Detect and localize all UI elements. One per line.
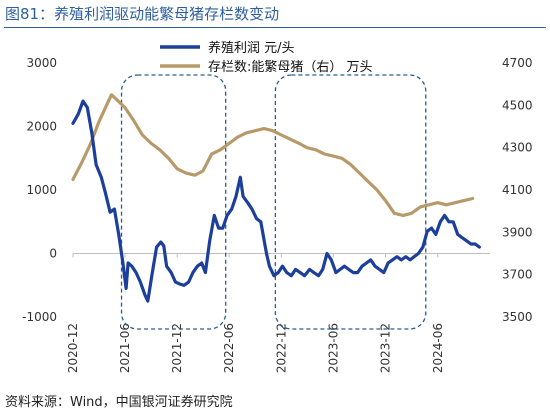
y-right-tick-label: 4100	[502, 183, 533, 197]
y-right-tick-label: 3700	[502, 268, 533, 282]
y-right-tick-label: 4500	[502, 98, 533, 112]
y-right-tick-label: 4300	[502, 141, 533, 155]
y-left-tick-label: 1000	[26, 183, 57, 197]
profit-line	[71, 99, 481, 303]
x-tick-label: 2021-06	[118, 323, 132, 373]
figure-title: 图81：养殖利润驱动能繁母猪存栏数变动	[5, 5, 280, 23]
title-underline	[4, 27, 546, 28]
x-tick-label: 2024-06	[431, 323, 445, 373]
y-left-tick-label: -1000	[22, 310, 57, 324]
highlight-box	[120, 74, 227, 330]
y-left-tick-label: 0	[49, 247, 57, 261]
legend-label-profit: 养殖利润 元/头	[208, 40, 295, 56]
x-tick-label: 2023-12	[379, 323, 393, 373]
x-tick-label: 2020-12	[66, 323, 80, 373]
y-left-tick-label: 2000	[26, 120, 57, 134]
x-tick-label: 2022-06	[222, 323, 236, 373]
x-tick-label: 2022-12	[274, 323, 288, 373]
x-tick-label: 2023-06	[326, 323, 340, 373]
x-tick-label: 2021-12	[170, 323, 184, 373]
y-right-tick-label: 3900	[502, 225, 533, 239]
sows-line	[71, 93, 475, 217]
y-right-tick-label: 3500	[502, 310, 533, 324]
legend-label-sows: 存栏数:能繁母猪（右） 万头	[208, 59, 373, 75]
y-right-tick-label: 4700	[502, 56, 533, 70]
source-note: 资料来源：Wind，中国银河证券研究院	[5, 395, 233, 410]
highlight-box	[274, 74, 427, 330]
y-left-tick-label: 3000	[26, 56, 57, 70]
